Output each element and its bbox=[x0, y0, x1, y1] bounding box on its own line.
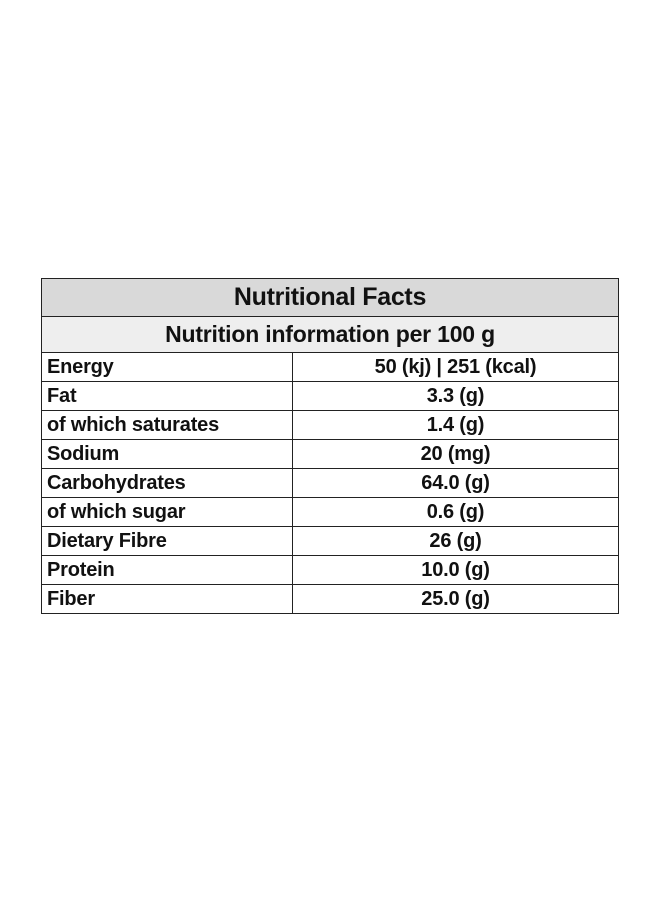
nutrition-facts-panel: Nutritional Facts Nutrition information … bbox=[41, 278, 619, 614]
table-row: Energy 50 (kj) | 251 (kcal) bbox=[41, 352, 619, 382]
nutrient-label: Fiber bbox=[41, 584, 293, 614]
nutrient-label: of which sugar bbox=[41, 497, 293, 527]
table-row: Sodium 20 (mg) bbox=[41, 439, 619, 469]
nutrient-label: Sodium bbox=[41, 439, 293, 469]
nutrient-value: 20 (mg) bbox=[292, 439, 619, 469]
table-row: Carbohydrates 64.0 (g) bbox=[41, 468, 619, 498]
table-row: Fiber 25.0 (g) bbox=[41, 584, 619, 614]
nutrient-value: 64.0 (g) bbox=[292, 468, 619, 498]
nutrition-subtitle: Nutrition information per 100 g bbox=[41, 316, 619, 352]
nutrient-value: 50 (kj) | 251 (kcal) bbox=[292, 352, 619, 382]
table-row: Protein 10.0 (g) bbox=[41, 555, 619, 585]
nutrient-label: Carbohydrates bbox=[41, 468, 293, 498]
nutrient-label: Protein bbox=[41, 555, 293, 585]
nutrient-label: Energy bbox=[41, 352, 293, 382]
table-row: of which saturates 1.4 (g) bbox=[41, 410, 619, 440]
nutrient-label: Fat bbox=[41, 381, 293, 411]
nutrient-label: Dietary Fibre bbox=[41, 526, 293, 556]
nutrient-value: 26 (g) bbox=[292, 526, 619, 556]
nutrient-value: 3.3 (g) bbox=[292, 381, 619, 411]
table-row: Dietary Fibre 26 (g) bbox=[41, 526, 619, 556]
nutrient-value: 0.6 (g) bbox=[292, 497, 619, 527]
nutrient-value: 1.4 (g) bbox=[292, 410, 619, 440]
nutrient-value: 25.0 (g) bbox=[292, 584, 619, 614]
table-row: of which sugar 0.6 (g) bbox=[41, 497, 619, 527]
nutrition-table: Energy 50 (kj) | 251 (kcal) Fat 3.3 (g) … bbox=[41, 352, 619, 614]
nutrient-label: of which saturates bbox=[41, 410, 293, 440]
nutrient-value: 10.0 (g) bbox=[292, 555, 619, 585]
table-row: Fat 3.3 (g) bbox=[41, 381, 619, 411]
nutrition-title: Nutritional Facts bbox=[41, 278, 619, 316]
